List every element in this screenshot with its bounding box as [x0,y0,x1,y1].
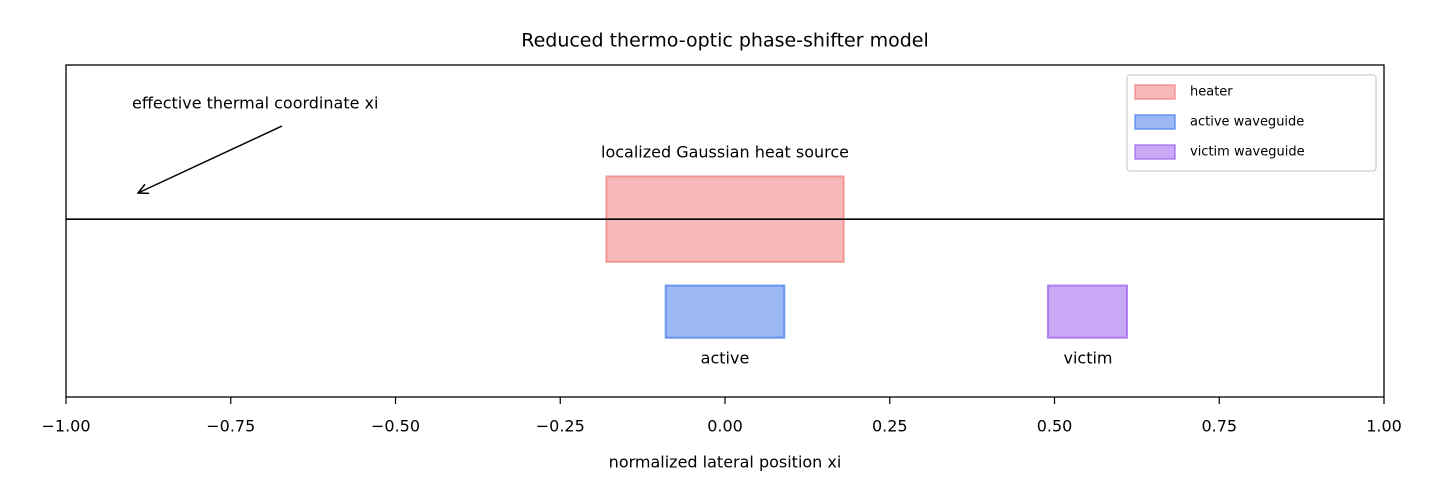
legend-label: victim waveguide [1190,145,1305,160]
x-tick-label: 0.75 [1201,417,1237,436]
legend-label: heater [1190,85,1233,100]
span-rect [664,284,786,339]
x-tick-label: −0.50 [371,417,420,436]
x-tick-label: −0.25 [536,417,585,436]
annotation: victim [1063,349,1112,368]
x-tick-label: 0.00 [707,417,743,436]
span-rect [1046,284,1128,339]
legend-box [1126,74,1377,172]
x-tick-label: 0.25 [872,417,908,436]
x-tick-label: 0.50 [1037,417,1073,436]
x-axis-label: normalized lateral position xi [609,453,842,472]
x-tick-label: 1.00 [1366,417,1402,436]
annotation-arrow [138,125,283,193]
legend-swatch [1134,84,1176,100]
legend-swatch [1134,114,1176,130]
annotation: localized Gaussian heat source [601,143,849,162]
x-tick-label: −0.75 [206,417,255,436]
chart-title: Reduced thermo-optic phase-shifter model [521,30,929,52]
plot-frame [65,64,1385,398]
annotation: active [701,349,750,368]
x-tick-label: −1.00 [41,417,90,436]
annotation: effective thermal coordinate xi [132,94,378,113]
legend-swatch [1134,144,1176,160]
legend-label: active waveguide [1190,115,1304,130]
